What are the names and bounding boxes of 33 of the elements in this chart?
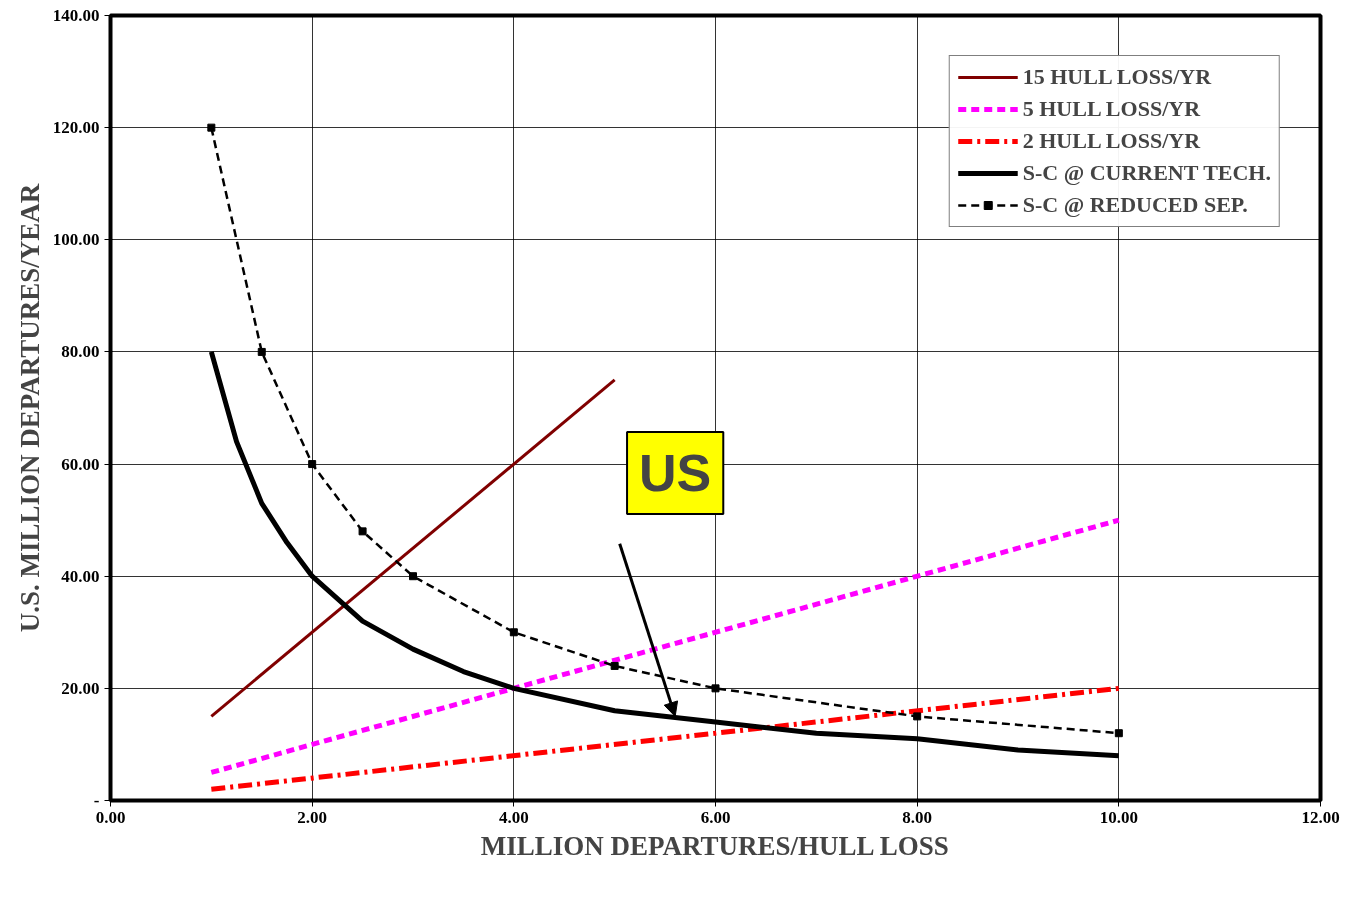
y-tick-label: 100.00: [52, 230, 100, 250]
x-tick-label: 2.00: [297, 807, 328, 827]
y-tick-label: -: [93, 791, 100, 810]
legend-label: 5 HULL LOSS/YR: [1022, 96, 1201, 122]
y-tick-label: 40.00: [61, 566, 100, 586]
legend-label: 2 HULL LOSS/YR: [1022, 128, 1201, 154]
legend-label: S-C @ CURRENT TECH.: [1022, 160, 1271, 186]
point: [509, 628, 518, 637]
x-tick-label: 0.00: [95, 807, 126, 827]
point: [610, 661, 619, 670]
legend-label: 15 HULL LOSS/YR: [1022, 64, 1212, 90]
annotation: US: [639, 444, 712, 503]
x-tick-label: 12.00: [1301, 807, 1340, 827]
legend-label: S-C @ REDUCED SEP.: [1022, 192, 1248, 218]
x-axis-title: MILLION DEPARTURES/HULL LOSS: [480, 830, 949, 861]
y-axis-title: U.S. MILLION DEPARTURES/YEAR: [14, 183, 45, 633]
x-tick-label: 4.00: [498, 807, 529, 827]
x-tick-label: 10.00: [1099, 807, 1138, 827]
y-tick-label: 140.00: [52, 6, 100, 25]
point: [913, 712, 922, 721]
y-tick-label: 60.00: [61, 454, 100, 474]
point: [207, 123, 216, 132]
point: [711, 684, 720, 693]
y-tick-label: 20.00: [61, 678, 100, 698]
point: [257, 347, 266, 356]
point: [358, 527, 367, 536]
point: [409, 572, 417, 581]
point: [308, 460, 317, 469]
x-tick-label: 6.00: [700, 807, 731, 827]
point: [1114, 729, 1123, 738]
x-tick-label: 8.00: [902, 807, 933, 827]
y-tick-label: 80.00: [61, 342, 100, 362]
y-tick-label: 120.00: [52, 118, 100, 138]
